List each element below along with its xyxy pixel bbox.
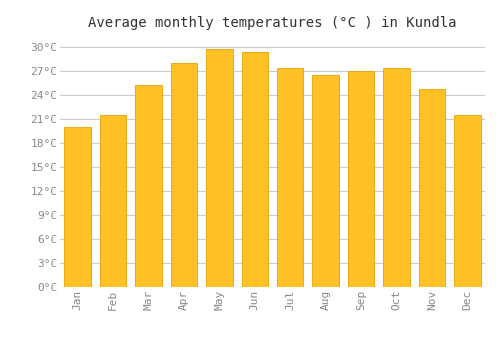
Bar	[64, 127, 91, 287]
Bar	[277, 68, 303, 287]
Bar	[170, 63, 197, 287]
Bar	[383, 68, 409, 287]
Bar	[418, 89, 445, 287]
Bar	[136, 85, 162, 287]
Bar	[100, 115, 126, 287]
Bar	[348, 71, 374, 287]
Bar	[242, 52, 268, 287]
Bar	[206, 49, 233, 287]
Bar	[312, 75, 339, 287]
Title: Average monthly temperatures (°C ) in Kundla: Average monthly temperatures (°C ) in Ku…	[88, 16, 457, 30]
Bar	[454, 115, 480, 287]
